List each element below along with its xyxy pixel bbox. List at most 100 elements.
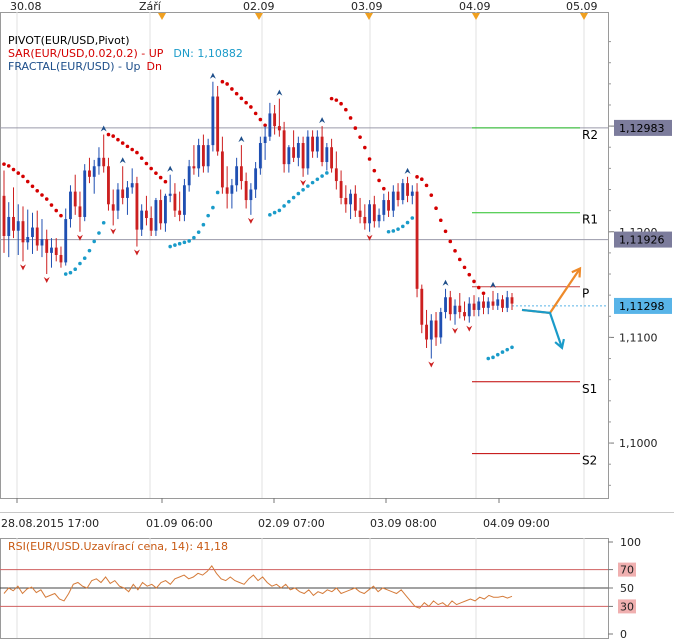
rsi-panel: 100 70 50 30 0 (0, 536, 641, 641)
candle-body-89 (425, 324, 428, 340)
top-date-label-4: 04.09 (459, 0, 491, 13)
candle-body-91 (434, 320, 438, 338)
top-date-label-2: 02.09 (243, 0, 275, 13)
sar-dot-48 (230, 87, 234, 91)
sar-dot-56 (268, 213, 272, 217)
candle-body-74 (353, 193, 357, 211)
candle-body-30 (145, 210, 148, 219)
candles (2, 81, 514, 359)
candle-body-85 (406, 183, 409, 196)
candle-body-6 (31, 227, 34, 238)
legend-fractal-dn: Dn (147, 60, 162, 73)
fractal-markers (19, 72, 497, 368)
sar-dot-11 (54, 208, 59, 213)
sar-dot-9 (44, 197, 49, 201)
sar-dot-81 (386, 229, 391, 234)
sar-dot-75 (358, 135, 362, 139)
sar-dot-93 (443, 229, 448, 234)
candle-body-80 (382, 200, 386, 215)
scenario-arrowhead-down (554, 338, 565, 350)
sar-dot-59 (282, 204, 286, 208)
fractal-up-93 (442, 279, 449, 286)
bottom-time-label-4: 04.09 09:00 (483, 517, 550, 530)
sar-dot-63 (301, 187, 305, 192)
sar-dot-45 (215, 190, 220, 195)
scenario-arrows (521, 266, 582, 350)
candle-body-0 (2, 195, 6, 236)
candle-body-60 (287, 147, 291, 165)
legend-pivot: PIVOT(EUR/USD,Pivot) (8, 34, 130, 47)
sar-dot-41 (196, 230, 201, 234)
sar-dot-50 (239, 96, 244, 101)
legend: PIVOT(EUR/USD,Pivot) SAR(EUR/USD,0.02,0.… (8, 34, 243, 73)
sar-dot-32 (154, 171, 158, 175)
sar-dot-105 (500, 350, 505, 354)
sar-dot-61 (291, 195, 296, 200)
candle-body-67 (320, 136, 324, 163)
candle-body-99 (472, 303, 476, 310)
session-marker-2 (255, 13, 263, 20)
sar-dot-36 (173, 243, 177, 247)
top-date-label-3: 03.09 (351, 0, 383, 13)
candle-body-73 (349, 193, 353, 205)
candle-body-70 (334, 168, 338, 182)
candle-body-97 (463, 312, 466, 317)
sar-dot-4 (21, 174, 25, 179)
rsi-title: RSI(EUR/USD.Uzavírací cena, 14): 41,18 (8, 540, 228, 553)
sar-dot-62 (296, 191, 301, 196)
sar-dots (2, 79, 514, 361)
sar-dot-77 (367, 157, 372, 161)
candle-body-75 (358, 210, 362, 217)
candle-body-40 (192, 166, 196, 169)
sar-dot-21 (101, 220, 106, 225)
sar-dot-95 (453, 249, 457, 253)
candle-body-32 (154, 200, 158, 231)
candle-body-15 (73, 191, 77, 207)
price-panel-frame (0, 12, 609, 499)
legend-sar-up: SAR(EUR/USD,0.02,0.2) - UP (8, 47, 164, 60)
fractal-dn-16 (76, 234, 83, 241)
candle-body-22 (107, 166, 110, 205)
candle-body-45 (216, 96, 220, 152)
fractal-up-25 (119, 157, 126, 164)
sar-dot-83 (396, 227, 400, 231)
candle-body-56 (268, 113, 272, 137)
sar-dot-96 (457, 257, 462, 262)
session-marker-5 (580, 13, 588, 20)
candle-body-61 (292, 147, 296, 158)
pivot-label-S1: S1 (582, 382, 597, 396)
top-date-label-5: 05.09 (566, 0, 598, 13)
candle-body-38 (182, 185, 186, 215)
sar-dot-101 (481, 291, 486, 296)
rsi-tag-bg-70 (618, 562, 636, 577)
pivot-levels: R2 R1 P S1 S2 (0, 127, 608, 468)
candle-body-104 (496, 299, 500, 306)
sar-dot-86 (410, 216, 415, 220)
candle-body-23 (111, 204, 115, 211)
rsi-tag-bg-30 (618, 599, 636, 614)
fractal-dn-98 (466, 325, 473, 332)
candle-body-102 (486, 301, 490, 308)
sar-dot-103 (491, 355, 495, 360)
candle-body-19 (92, 166, 96, 177)
rsi-tick-label-100: 100 (620, 536, 641, 549)
candle-body-7 (35, 227, 39, 246)
sar-dot-7 (35, 189, 40, 193)
candle-body-9 (45, 239, 49, 253)
fractal-dn-23 (110, 228, 117, 235)
fractal-up-21 (100, 125, 107, 132)
sar-dot-87 (415, 175, 419, 179)
sar-dot-40 (192, 235, 196, 240)
sar-dot-53 (253, 111, 258, 116)
fractal-dn-4 (19, 264, 26, 271)
session-marker-3 (365, 13, 373, 20)
rsi-tick-label-0: 0 (620, 628, 627, 641)
candle-body-35 (168, 193, 172, 196)
sar-dot-30 (144, 161, 149, 166)
price-tag-label-1: 1,11926 (619, 234, 665, 247)
candle-body-13 (64, 219, 68, 263)
candle-body-90 (429, 320, 433, 340)
candle-body-106 (505, 297, 509, 308)
sar-dot-80 (382, 186, 386, 191)
candle-body-69 (330, 147, 334, 169)
